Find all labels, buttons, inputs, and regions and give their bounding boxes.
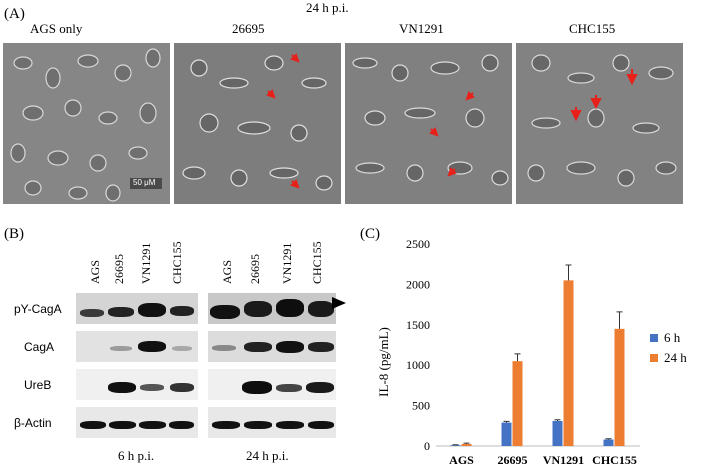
lane-label-26695-24h: 26695 [248,254,262,284]
panel-c-label: (C) [360,226,380,242]
micrograph-26695 [174,43,341,204]
y-tick-label: 1500 [406,318,430,332]
x-tick-label: 26695 [498,453,528,467]
legend-swatch [650,334,658,342]
row-label-py-caga: pY-CagA [14,302,62,316]
legend-swatch [650,354,658,362]
y-tick-label: 2500 [406,237,430,251]
row-label-caga: CagA [24,340,55,354]
lane-label-26695-6h: 26695 [112,254,126,284]
error-bar [554,419,561,421]
bar-24h-AGS [461,443,472,446]
micrograph-ags-cells [3,43,170,204]
x-tick-label: CHC155 [592,453,637,467]
micrograph-chc155-cells [516,43,683,204]
lane-label-chc155-24h: CHC155 [310,241,324,284]
scale-bar [130,178,162,189]
error-bar [616,311,623,329]
panel-a-timepoint: 24 h p.i. [306,0,349,15]
micrograph-26695-cells [174,43,341,204]
arrowhead-icon [332,297,346,309]
bar-6h-AGS [450,445,461,446]
bar-24h-26695 [512,361,523,446]
blot-strip-caga-24h [208,331,336,362]
blot-strip-beta-actin-6h [76,407,198,438]
error-bar [605,438,612,440]
panel-b-label: (B) [4,226,24,242]
blot-strip-beta-actin-24h [208,407,336,438]
micrograph-vn1291-cells [345,43,512,204]
error-bar [565,264,572,281]
lane-label-ags-6h: AGS [88,259,102,284]
scale-bar-label: 50 μM [133,178,156,187]
lane-label-vn1291-24h: VN1291 [280,242,294,284]
y-tick-label: 1000 [406,358,430,372]
x-tick-label: AGS [449,453,474,467]
y-tick-label: 2000 [406,277,430,291]
y-axis-label: IL-8 (pg/mL) [376,327,391,397]
condition-label-26695: 26695 [232,21,265,36]
blot-strip-py-caga-6h [76,293,198,324]
condition-label-vn1291: VN1291 [399,21,444,36]
group-label-24h: 24 h p.i. [246,448,289,463]
error-bar [503,420,510,423]
legend-label: 6 h [664,330,681,345]
y-tick-label: 0 [424,439,430,453]
lane-label-vn1291-6h: VN1291 [139,242,153,284]
legend-label: 24 h [664,350,687,365]
group-label-6h: 6 h p.i. [118,448,155,463]
blot-strip-ureb-24h [208,369,336,400]
row-label-beta-actin: β-Actin [14,416,52,430]
row-label-ureb: UreB [24,378,52,392]
blot-strip-caga-6h [76,331,198,362]
il8-bar-chart: IL-8 (pg/mL) 0 500 1000 1500 2000 2500 AGS 266… [376,237,687,467]
y-tick-label: 500 [412,399,430,413]
x-tick-label: VN1291 [543,453,584,467]
lane-label-ags-24h: AGS [220,259,234,284]
error-bar [463,442,470,444]
bar-24h-VN1291 [563,280,574,446]
blot-strip-py-caga-24h [208,293,336,324]
micrograph-chc155 [516,43,683,204]
condition-label-ags: AGS only [30,21,83,36]
error-bar [514,353,521,362]
micrograph-vn1291 [345,43,512,204]
bar-6h-CHC155 [603,439,614,446]
bar-6h-VN1291 [552,420,563,446]
panel-a-label: (A) [4,6,25,22]
bar-6h-26695 [501,422,512,446]
bar-24h-CHC155 [614,328,625,446]
condition-label-chc155: CHC155 [569,21,616,36]
lane-label-chc155-6h: CHC155 [170,241,184,284]
blot-strip-ureb-6h [76,369,198,400]
micrograph-ags-only [3,43,170,204]
